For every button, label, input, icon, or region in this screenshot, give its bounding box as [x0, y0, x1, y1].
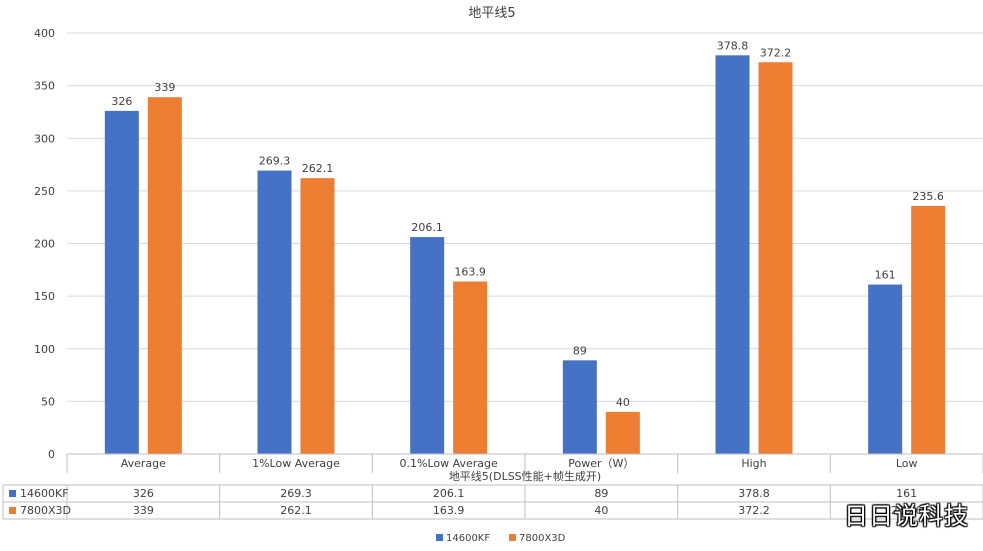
y-tick-label: 100 — [34, 343, 55, 356]
table-cell: 163.9 — [433, 504, 465, 517]
legend-swatch — [436, 534, 443, 541]
data-label: 89 — [573, 344, 587, 357]
x-tick-label: Power（W） — [568, 457, 634, 470]
y-tick-label: 200 — [34, 238, 55, 251]
table-cell: 372.2 — [738, 504, 770, 517]
y-tick-label: 0 — [48, 448, 55, 461]
bar-7800X3D — [300, 178, 335, 454]
watermark: 日日说科技 — [844, 502, 969, 530]
bar-7800X3D — [911, 206, 946, 454]
data-label: 235.6 — [912, 190, 944, 203]
data-label: 262.1 — [302, 162, 334, 175]
x-axis-title: 地平线5(DLSS性能+帧生成开) — [449, 469, 601, 483]
x-tick-label: High — [741, 457, 766, 470]
table-cell: 161 — [896, 487, 917, 500]
bar-7800X3D — [453, 281, 488, 454]
bar-7800X3D — [605, 411, 640, 454]
y-tick-label: 150 — [34, 290, 55, 303]
y-tick-label: 400 — [34, 27, 55, 40]
x-tick-label: Average — [121, 457, 166, 470]
data-label: 269.3 — [259, 155, 291, 168]
y-tick-label: 50 — [41, 395, 55, 408]
table-cell: 262.1 — [280, 504, 312, 517]
bar-14600KF — [410, 237, 445, 454]
table-cell: 326 — [133, 487, 154, 500]
data-label: 339 — [154, 81, 175, 94]
data-label: 40 — [616, 396, 630, 409]
table-legend-swatch — [9, 507, 16, 514]
bar-14600KF — [257, 170, 292, 454]
table-cell: 206.1 — [433, 487, 465, 500]
table-cell: 89 — [594, 487, 608, 500]
y-tick-label: 300 — [34, 132, 55, 145]
table-series-name: 14600KF — [20, 487, 69, 500]
data-label: 326 — [111, 95, 132, 108]
x-tick-label: 1%Low Average — [252, 457, 340, 470]
bar-14600KF — [562, 360, 597, 454]
bar-7800X3D — [147, 97, 182, 454]
legend-swatch — [509, 534, 516, 541]
y-tick-label: 250 — [34, 185, 55, 198]
data-label: 372.2 — [760, 46, 792, 59]
data-label: 206.1 — [411, 221, 443, 234]
y-tick-label: 350 — [34, 80, 55, 93]
table-cell: 269.3 — [280, 487, 312, 500]
table-cell: 40 — [594, 504, 608, 517]
bar-14600KF — [104, 110, 139, 454]
legend-label: 7800X3D — [519, 533, 566, 544]
x-tick-label: Low — [896, 457, 918, 470]
table-cell: 339 — [133, 504, 154, 517]
bar-7800X3D — [758, 62, 793, 455]
data-label: 378.8 — [717, 39, 749, 52]
table-cell: 378.8 — [738, 487, 770, 500]
table-legend-swatch — [9, 490, 16, 497]
chart-title: 地平线5 — [468, 6, 515, 21]
x-tick-label: 0.1%Low Average — [400, 457, 499, 470]
data-label: 163.9 — [454, 265, 486, 278]
legend-label: 14600KF — [446, 533, 490, 544]
bar-14600KF — [715, 55, 750, 455]
table-cell: 235.6 — [891, 504, 923, 517]
data-label: 161 — [875, 269, 896, 282]
bar-14600KF — [868, 284, 903, 454]
table-series-name: 7800X3D — [20, 504, 71, 517]
